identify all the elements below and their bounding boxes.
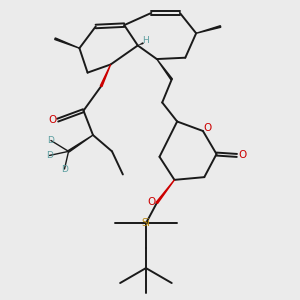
Polygon shape [157, 59, 172, 80]
Text: D: D [46, 151, 53, 160]
Text: Si: Si [142, 218, 150, 228]
Text: O: O [239, 150, 247, 161]
Polygon shape [100, 64, 111, 87]
Polygon shape [55, 38, 80, 48]
Text: O: O [204, 123, 212, 133]
Polygon shape [196, 26, 221, 33]
Text: H: H [142, 36, 149, 45]
Text: O: O [147, 196, 155, 207]
Polygon shape [156, 180, 174, 203]
Text: D: D [61, 164, 68, 173]
Text: O: O [48, 115, 56, 125]
Polygon shape [68, 135, 93, 152]
Text: D: D [47, 136, 54, 145]
